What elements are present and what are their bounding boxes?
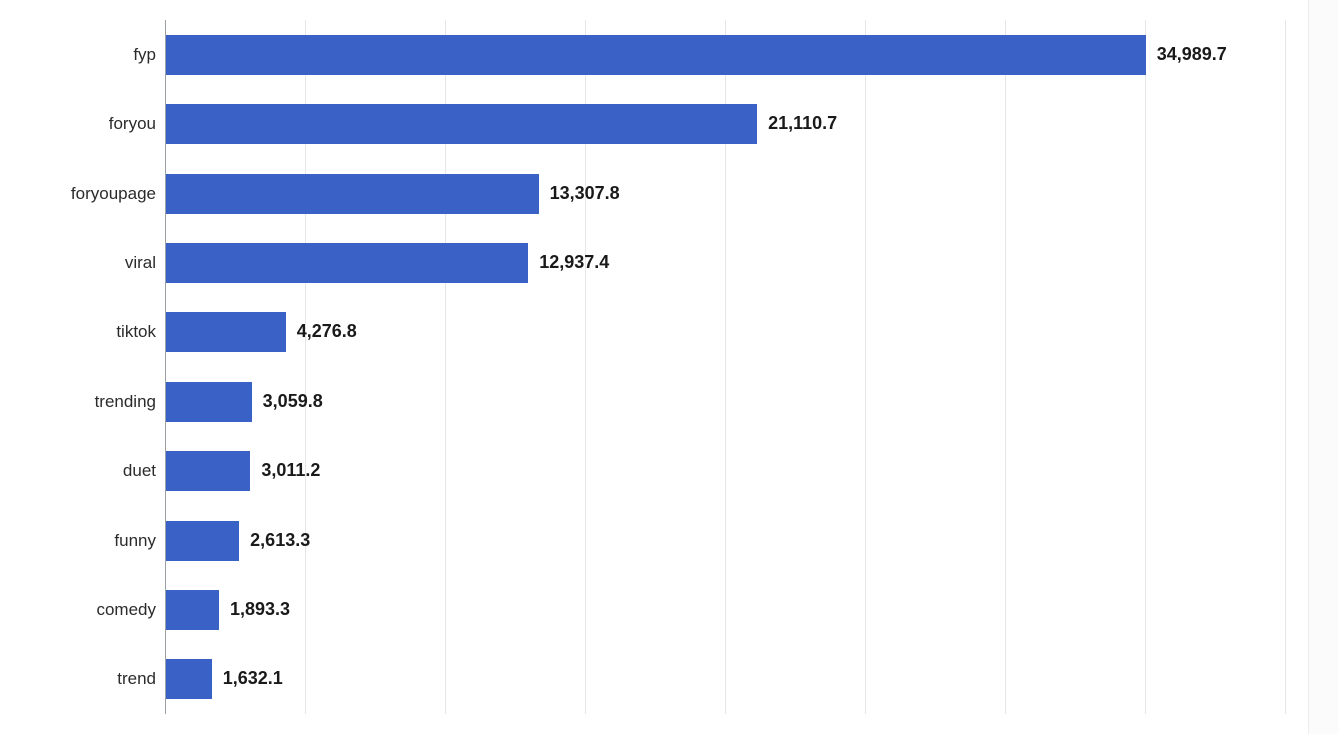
category-label: funny (0, 531, 156, 551)
right-side-strip (1308, 0, 1338, 734)
bar (166, 451, 250, 491)
value-label: 2,613.3 (250, 530, 310, 551)
bar (166, 312, 286, 352)
value-label: 12,937.4 (539, 252, 609, 273)
category-label: trending (0, 392, 156, 412)
bar (166, 521, 239, 561)
category-label: foryou (0, 114, 156, 134)
value-label: 13,307.8 (550, 183, 620, 204)
value-label: 4,276.8 (297, 321, 357, 342)
bar (166, 35, 1146, 75)
value-label: 3,059.8 (263, 391, 323, 412)
bar (166, 243, 528, 283)
gridline (865, 20, 866, 714)
gridline (1285, 20, 1286, 714)
bar (166, 382, 252, 422)
category-label: trend (0, 669, 156, 689)
category-label: fyp (0, 45, 156, 65)
value-label: 3,011.2 (261, 460, 320, 481)
bar (166, 590, 219, 630)
value-label: 1,893.3 (230, 599, 290, 620)
value-label: 34,989.7 (1157, 44, 1227, 65)
category-label: duet (0, 461, 156, 481)
bar (166, 174, 539, 214)
value-label: 21,110.7 (768, 113, 837, 134)
gridline (1145, 20, 1146, 714)
category-label: viral (0, 253, 156, 273)
value-label: 1,632.1 (223, 668, 283, 689)
bar-chart: fyp 34,989.7 foryou 21,110.7 foryoupage 13,30… (0, 20, 1306, 714)
bar (166, 104, 757, 144)
category-label: comedy (0, 600, 156, 620)
category-label: tiktok (0, 322, 156, 342)
bar (166, 659, 212, 699)
category-label: foryoupage (0, 184, 156, 204)
gridline (1005, 20, 1006, 714)
